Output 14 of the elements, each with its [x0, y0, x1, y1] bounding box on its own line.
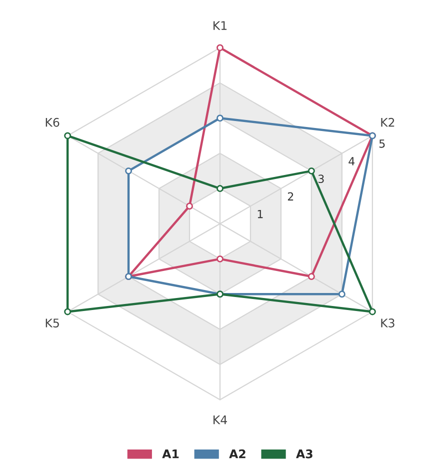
spoke-label: K3 — [381, 318, 394, 328]
spoke-label: K4 — [214, 415, 227, 424]
spoke-label: K2 — [381, 118, 394, 127]
y-tick-label: 4 — [348, 157, 355, 166]
legend-label: A2 — [229, 449, 246, 458]
y-tick-label: 1 — [258, 210, 263, 218]
spoke-label: K5 — [46, 318, 59, 328]
y-tick-label: 2 — [288, 192, 294, 200]
spoke-label: K6 — [46, 118, 60, 127]
legend-label: A1 — [162, 450, 179, 458]
legend-label: A3 — [296, 449, 312, 458]
y-tick-label: 3 — [318, 174, 324, 184]
spoke-label: K1 — [214, 21, 227, 30]
y-tick-label: 5 — [379, 140, 385, 148]
